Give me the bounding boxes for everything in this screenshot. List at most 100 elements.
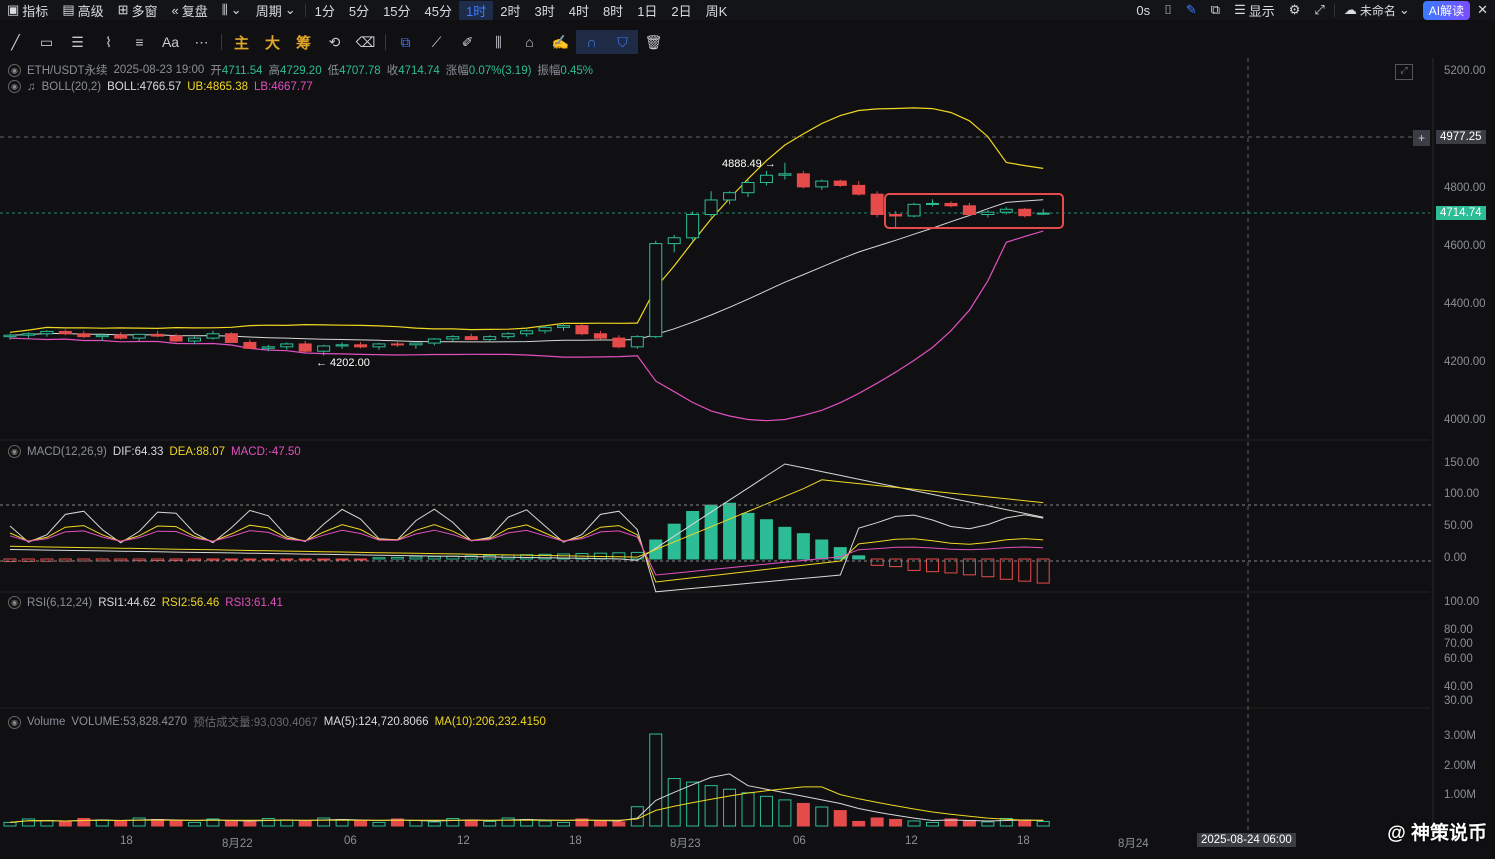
volume-bar — [907, 820, 921, 827]
volume-bar — [815, 806, 829, 827]
volume-bar — [372, 821, 386, 827]
chart-type-button[interactable]: ⫼ ⌄ — [215, 2, 249, 18]
macd-bar — [981, 558, 995, 578]
volume-bar — [3, 821, 17, 827]
volume-bar — [667, 778, 681, 827]
filter-icon[interactable]: ⛉ — [607, 30, 638, 54]
interval-tab[interactable]: 2日 — [671, 3, 692, 19]
multi-window-icon: ⊞ — [117, 2, 129, 17]
layout-button[interactable]: ☁ 未命名 ⌄ — [1343, 2, 1410, 18]
pen-icon[interactable]: ✎ — [1185, 2, 1197, 17]
replay-button[interactable]: «复盘 — [171, 2, 208, 19]
time-tick: 12 — [905, 835, 918, 847]
candle-body — [427, 338, 441, 344]
display-button[interactable]: ☰ 显示 — [1234, 2, 1275, 19]
wave-icon[interactable]: ⌇ — [105, 33, 112, 50]
indicator-button[interactable]: ▣ 指标 — [7, 2, 49, 19]
candle-body — [889, 214, 903, 217]
multi-window-button[interactable]: ⊞ 多窗 — [117, 2, 158, 19]
big-order-button[interactable]: 大 — [264, 34, 280, 52]
volume-bar — [723, 788, 737, 827]
macd-bar — [317, 558, 331, 561]
parallel-lines-icon[interactable]: ☰ — [71, 33, 84, 50]
interval-tab[interactable]: 1日 — [637, 3, 658, 19]
interval-tab[interactable]: 4时 — [568, 3, 589, 19]
time-tick: 8月23 — [670, 838, 701, 850]
interval-tab[interactable]: 3时 — [534, 3, 555, 19]
peak-label: 4888.49 → — [722, 158, 776, 170]
fib-icon[interactable]: ≡ — [135, 34, 144, 50]
trendline-icon[interactable]: ╱ — [11, 33, 20, 50]
volume-bar — [649, 733, 663, 827]
candle-body — [372, 343, 386, 348]
volume-bar — [40, 819, 54, 827]
trash-icon[interactable]: 🗑 — [644, 33, 663, 50]
candle-body — [446, 336, 460, 340]
eye-icon[interactable]: ◉ — [8, 63, 21, 77]
brush-icon[interactable]: ✐ — [461, 33, 474, 50]
interval-tab[interactable]: 1分 — [314, 3, 335, 19]
chevron-down-icon: ⌄ — [284, 2, 296, 17]
advanced-button[interactable]: ▤ 高级 — [62, 2, 104, 19]
rsi-info-line: ◉ RSI(6,12,24) RSI1:44.62 RSI2:56.46 RSI… — [8, 596, 283, 609]
refresh-icon[interactable]: ⟲ — [328, 33, 341, 50]
rsi-tick: 40.00 — [1444, 681, 1473, 693]
settings-icon[interactable]: ⚙ — [1288, 2, 1301, 17]
plus-icon[interactable]: + — [1413, 130, 1430, 146]
macd-bar — [261, 558, 275, 561]
interval-tab[interactable]: 1时 — [459, 0, 494, 20]
ai-analysis-button[interactable]: AI解读 — [1422, 0, 1471, 20]
volume-bar — [889, 818, 903, 827]
text-tool[interactable]: Aa — [161, 34, 180, 50]
chips-button[interactable]: 筹 — [295, 34, 311, 52]
interval-tab[interactable]: 5分 — [348, 3, 370, 19]
eye-icon[interactable]: ◉ — [8, 80, 21, 93]
eraser-icon[interactable]: ⌫ — [355, 33, 376, 50]
candle-body — [409, 342, 423, 346]
macd-bar — [224, 558, 238, 561]
volume-tick: 3.00M — [1444, 730, 1476, 742]
main-force-button[interactable]: 主 — [233, 34, 249, 52]
edit-list-icon[interactable]: ✍ — [551, 33, 570, 50]
candles-icon[interactable]: ⫼ — [495, 33, 502, 50]
ruler-icon[interactable]: ⟋ — [431, 33, 442, 50]
eye-icon[interactable]: ◉ — [8, 596, 21, 609]
chevron-down-icon: ⌄ — [230, 2, 242, 17]
macd-bar — [778, 526, 792, 560]
volume-bar — [58, 821, 72, 827]
macd-bar — [538, 553, 552, 560]
interval-tab[interactable]: 周K — [705, 3, 728, 19]
macd-bar — [427, 556, 441, 560]
volume-bar — [833, 810, 847, 827]
magnet-icon[interactable]: ∩ — [576, 30, 607, 54]
camera-icon[interactable]: ⌷ — [1164, 2, 1172, 17]
more-icon[interactable]: ⋯ — [194, 33, 209, 50]
interval-tab[interactable]: 45分 — [424, 3, 453, 19]
macd-bar — [390, 556, 404, 560]
macd-bar — [999, 558, 1013, 580]
macd-tick: 100.00 — [1444, 488, 1480, 500]
expand-icon[interactable]: ⤢ — [1395, 64, 1413, 80]
period-button[interactable]: 周期 ⌄ — [255, 2, 296, 19]
interval-tab[interactable]: 2时 — [500, 3, 521, 19]
macd-bar — [759, 519, 773, 560]
eye-icon[interactable]: ◉ — [8, 715, 21, 729]
eye-icon[interactable]: ◉ — [8, 445, 21, 458]
interval-tab[interactable]: 8时 — [602, 3, 624, 19]
candle-body — [870, 193, 884, 216]
candle-body — [77, 333, 91, 338]
lock-icon[interactable]: ⌂ — [525, 34, 534, 50]
rectangle-icon[interactable]: ▭ — [39, 33, 54, 50]
volume-bar — [759, 795, 773, 827]
last-price-label: 4714.74 — [1436, 206, 1486, 220]
fullscreen-icon[interactable]: ⤢ — [1314, 2, 1325, 17]
candle-body — [759, 174, 773, 184]
volume-bar — [169, 820, 183, 827]
copy-icon[interactable]: ⧉ — [400, 33, 411, 50]
time-tick: 8月24 — [1118, 838, 1149, 850]
interval-tab[interactable]: 15分 — [383, 3, 411, 19]
close-icon[interactable]: ✕ — [1477, 2, 1488, 17]
candle-body — [686, 214, 700, 239]
popout-icon[interactable]: ⧉ — [1210, 2, 1221, 17]
